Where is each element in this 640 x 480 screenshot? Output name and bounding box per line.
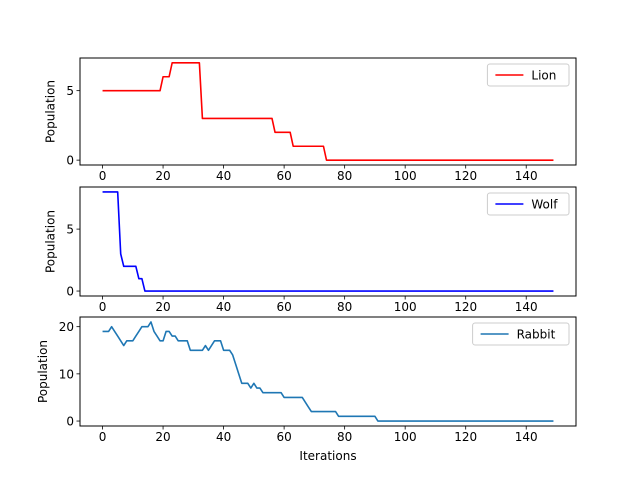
x-tick-label: 20 [155,300,170,314]
x-tick-label: 40 [216,169,231,183]
x-tick-label: 0 [99,300,107,314]
series-line-rabbit [102,321,554,422]
x-tick-label: 40 [216,300,231,314]
x-tick-label: 140 [515,169,538,183]
y-axis-label-wolf: Population [43,210,57,273]
x-tick-label: 0 [99,430,107,444]
y-tick-label: 5 [66,223,74,237]
x-tick-label: 20 [155,430,170,444]
x-tick-label: 80 [337,169,352,183]
x-tick-label: 60 [276,300,291,314]
y-axis-label-rabbit: Population [36,340,50,403]
plot-frame-rabbit [79,316,577,427]
plot-frame-wolf [79,186,577,297]
y-tick-label: 0 [66,285,74,299]
legend-label-rabbit: Rabbit [517,328,556,342]
x-tick-label: 120 [454,300,477,314]
y-tick-label: 0 [66,154,74,168]
y-tick-label: 20 [59,320,74,334]
legend-box-rabbit [472,322,570,346]
series-line-wolf [102,191,554,292]
panel-lion: Population 0 20 40 60 80 100 120 140 0 5 Lion [43,57,577,183]
x-tick-label: 100 [394,300,417,314]
panel-wolf: Population 0 20 40 60 80 100 120 140 0 5 Wolf [43,186,577,314]
x-tick-label: 60 [276,430,291,444]
panel-rabbit: Population Iterations 0 20 40 60 80 100 120 140 0… [36,316,577,463]
legend-label-lion: Lion [531,69,556,83]
x-tick-label: 60 [276,169,291,183]
x-tick-label: 80 [337,300,352,314]
x-tick-label: 40 [216,430,231,444]
x-tick-label: 120 [454,430,477,444]
y-tick-label: 0 [66,415,74,429]
x-tick-label: 100 [394,430,417,444]
x-axis-label: Iterations [299,449,356,463]
y-tick-label: 5 [66,84,74,98]
x-tick-label: 20 [155,169,170,183]
x-tick-label: 140 [515,430,538,444]
series-line-lion [102,62,554,161]
x-tick-label: 0 [99,169,107,183]
x-tick-label: 120 [454,169,477,183]
plot-frame-lion [79,57,577,166]
y-tick-label: 10 [59,367,74,381]
x-tick-label: 140 [515,300,538,314]
y-axis-label-lion: Population [43,80,57,143]
legend-box-wolf [486,192,570,216]
x-tick-label: 100 [394,169,417,183]
x-tick-label: 80 [337,430,352,444]
legend-label-wolf: Wolf [531,198,558,212]
legend-box-lion [486,63,570,87]
